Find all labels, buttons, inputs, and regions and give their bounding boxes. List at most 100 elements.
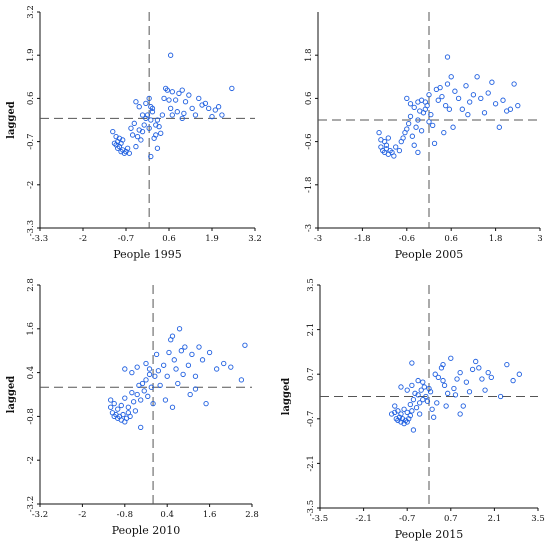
data-point	[126, 150, 132, 156]
data-point	[173, 366, 179, 372]
data-point	[485, 90, 491, 96]
x-tick-label: -2	[79, 234, 87, 244]
data-point	[121, 150, 127, 156]
data-point	[404, 387, 410, 393]
data-point	[180, 371, 186, 378]
data-point	[455, 95, 462, 102]
data-point	[405, 120, 412, 127]
data-point	[129, 132, 136, 138]
data-point	[169, 404, 176, 410]
x-tick-label: 2.1	[488, 514, 502, 524]
data-point	[108, 404, 114, 410]
data-point	[131, 120, 137, 126]
data-point	[132, 408, 139, 414]
data-point	[206, 105, 212, 112]
data-point	[404, 409, 410, 416]
data-point	[409, 133, 416, 139]
data-point	[182, 344, 188, 350]
data-point	[474, 74, 480, 80]
data-point	[415, 149, 421, 156]
data-point	[154, 117, 161, 123]
data-point	[496, 124, 502, 130]
x-tick-label: 3.5	[531, 514, 545, 524]
data-point	[153, 132, 159, 138]
y-tick-label: 0.7	[306, 367, 316, 381]
data-point	[115, 145, 121, 151]
data-point	[238, 377, 245, 383]
data-point	[415, 377, 421, 384]
data-point	[228, 364, 234, 370]
y-tick-label: 1.8	[304, 48, 314, 62]
data-point	[158, 130, 164, 136]
data-point	[196, 95, 202, 102]
x-tick-label: 1.9	[205, 234, 219, 244]
y-tick-label: -0.7	[306, 411, 316, 427]
y-tick-label: 3.5	[306, 278, 316, 292]
data-point	[409, 382, 415, 389]
y-tick-label: -3.3	[26, 220, 36, 236]
data-point	[108, 397, 114, 403]
data-point	[192, 373, 199, 379]
y-tick-label: -2.1	[306, 455, 316, 471]
data-point	[145, 393, 151, 399]
data-point	[482, 387, 488, 393]
x-tick-label: -3.5	[312, 514, 328, 524]
x-tick-label: 1.8	[489, 234, 503, 244]
data-point	[199, 357, 206, 363]
data-point	[134, 133, 141, 140]
data-point	[138, 424, 144, 431]
data-point	[168, 105, 174, 112]
x-tick-label: -3	[314, 234, 322, 244]
data-point	[189, 105, 195, 112]
data-point	[128, 125, 134, 131]
data-point	[443, 403, 449, 409]
x-tick-label: 3	[537, 234, 542, 244]
data-point	[452, 392, 459, 398]
data-point	[146, 366, 153, 372]
scatter-chart: -3.5 -2.1 -0.7 0.7 2.1 3.5 3.5 2.1 0.7 -0.7 -2.1 -3…	[281, 278, 545, 541]
data-point	[515, 102, 521, 109]
data-point	[155, 368, 162, 374]
data-point	[203, 400, 209, 407]
data-point	[460, 403, 466, 409]
y-tick-label: 0.6	[304, 92, 314, 106]
data-point	[122, 366, 128, 372]
data-point	[206, 349, 213, 356]
x-tick-label: -3.3	[32, 234, 48, 244]
y-tick-label: -3.2	[26, 496, 36, 512]
data-point	[146, 95, 152, 102]
data-point	[446, 106, 453, 112]
data-point	[212, 107, 218, 113]
data-point	[500, 97, 506, 103]
data-point	[152, 373, 158, 379]
data-point	[431, 140, 438, 147]
data-point	[431, 414, 437, 420]
data-point	[242, 342, 248, 348]
data-point	[404, 95, 410, 102]
data-point	[420, 397, 426, 403]
data-point	[429, 406, 435, 412]
scatter-panel-2015: -3.5 -2.1 -0.7 0.7 2.1 3.5 3.5 2.1 0.7 -0.7 -2.1 -3…	[275, 273, 550, 546]
data-point	[392, 403, 398, 409]
data-point	[146, 125, 152, 131]
data-point	[169, 333, 176, 339]
y-tick-label: 1.9	[26, 48, 36, 62]
data-point	[421, 384, 427, 390]
data-point	[426, 119, 432, 125]
data-point	[166, 349, 172, 356]
data-point	[435, 97, 441, 103]
data-point	[507, 106, 514, 112]
data-point	[174, 109, 180, 115]
data-point	[162, 397, 169, 403]
data-point	[185, 362, 192, 368]
x-tick-label: 0.6	[162, 234, 176, 244]
data-point	[439, 93, 445, 100]
x-tick-label: -1.8	[354, 234, 370, 244]
y-tick-label: 1.6	[26, 322, 36, 336]
x-tick-label: 0.7	[444, 514, 458, 524]
data-point	[504, 361, 510, 368]
data-point	[118, 402, 124, 409]
data-point	[110, 128, 116, 135]
data-point	[489, 79, 495, 85]
data-point	[411, 104, 417, 111]
